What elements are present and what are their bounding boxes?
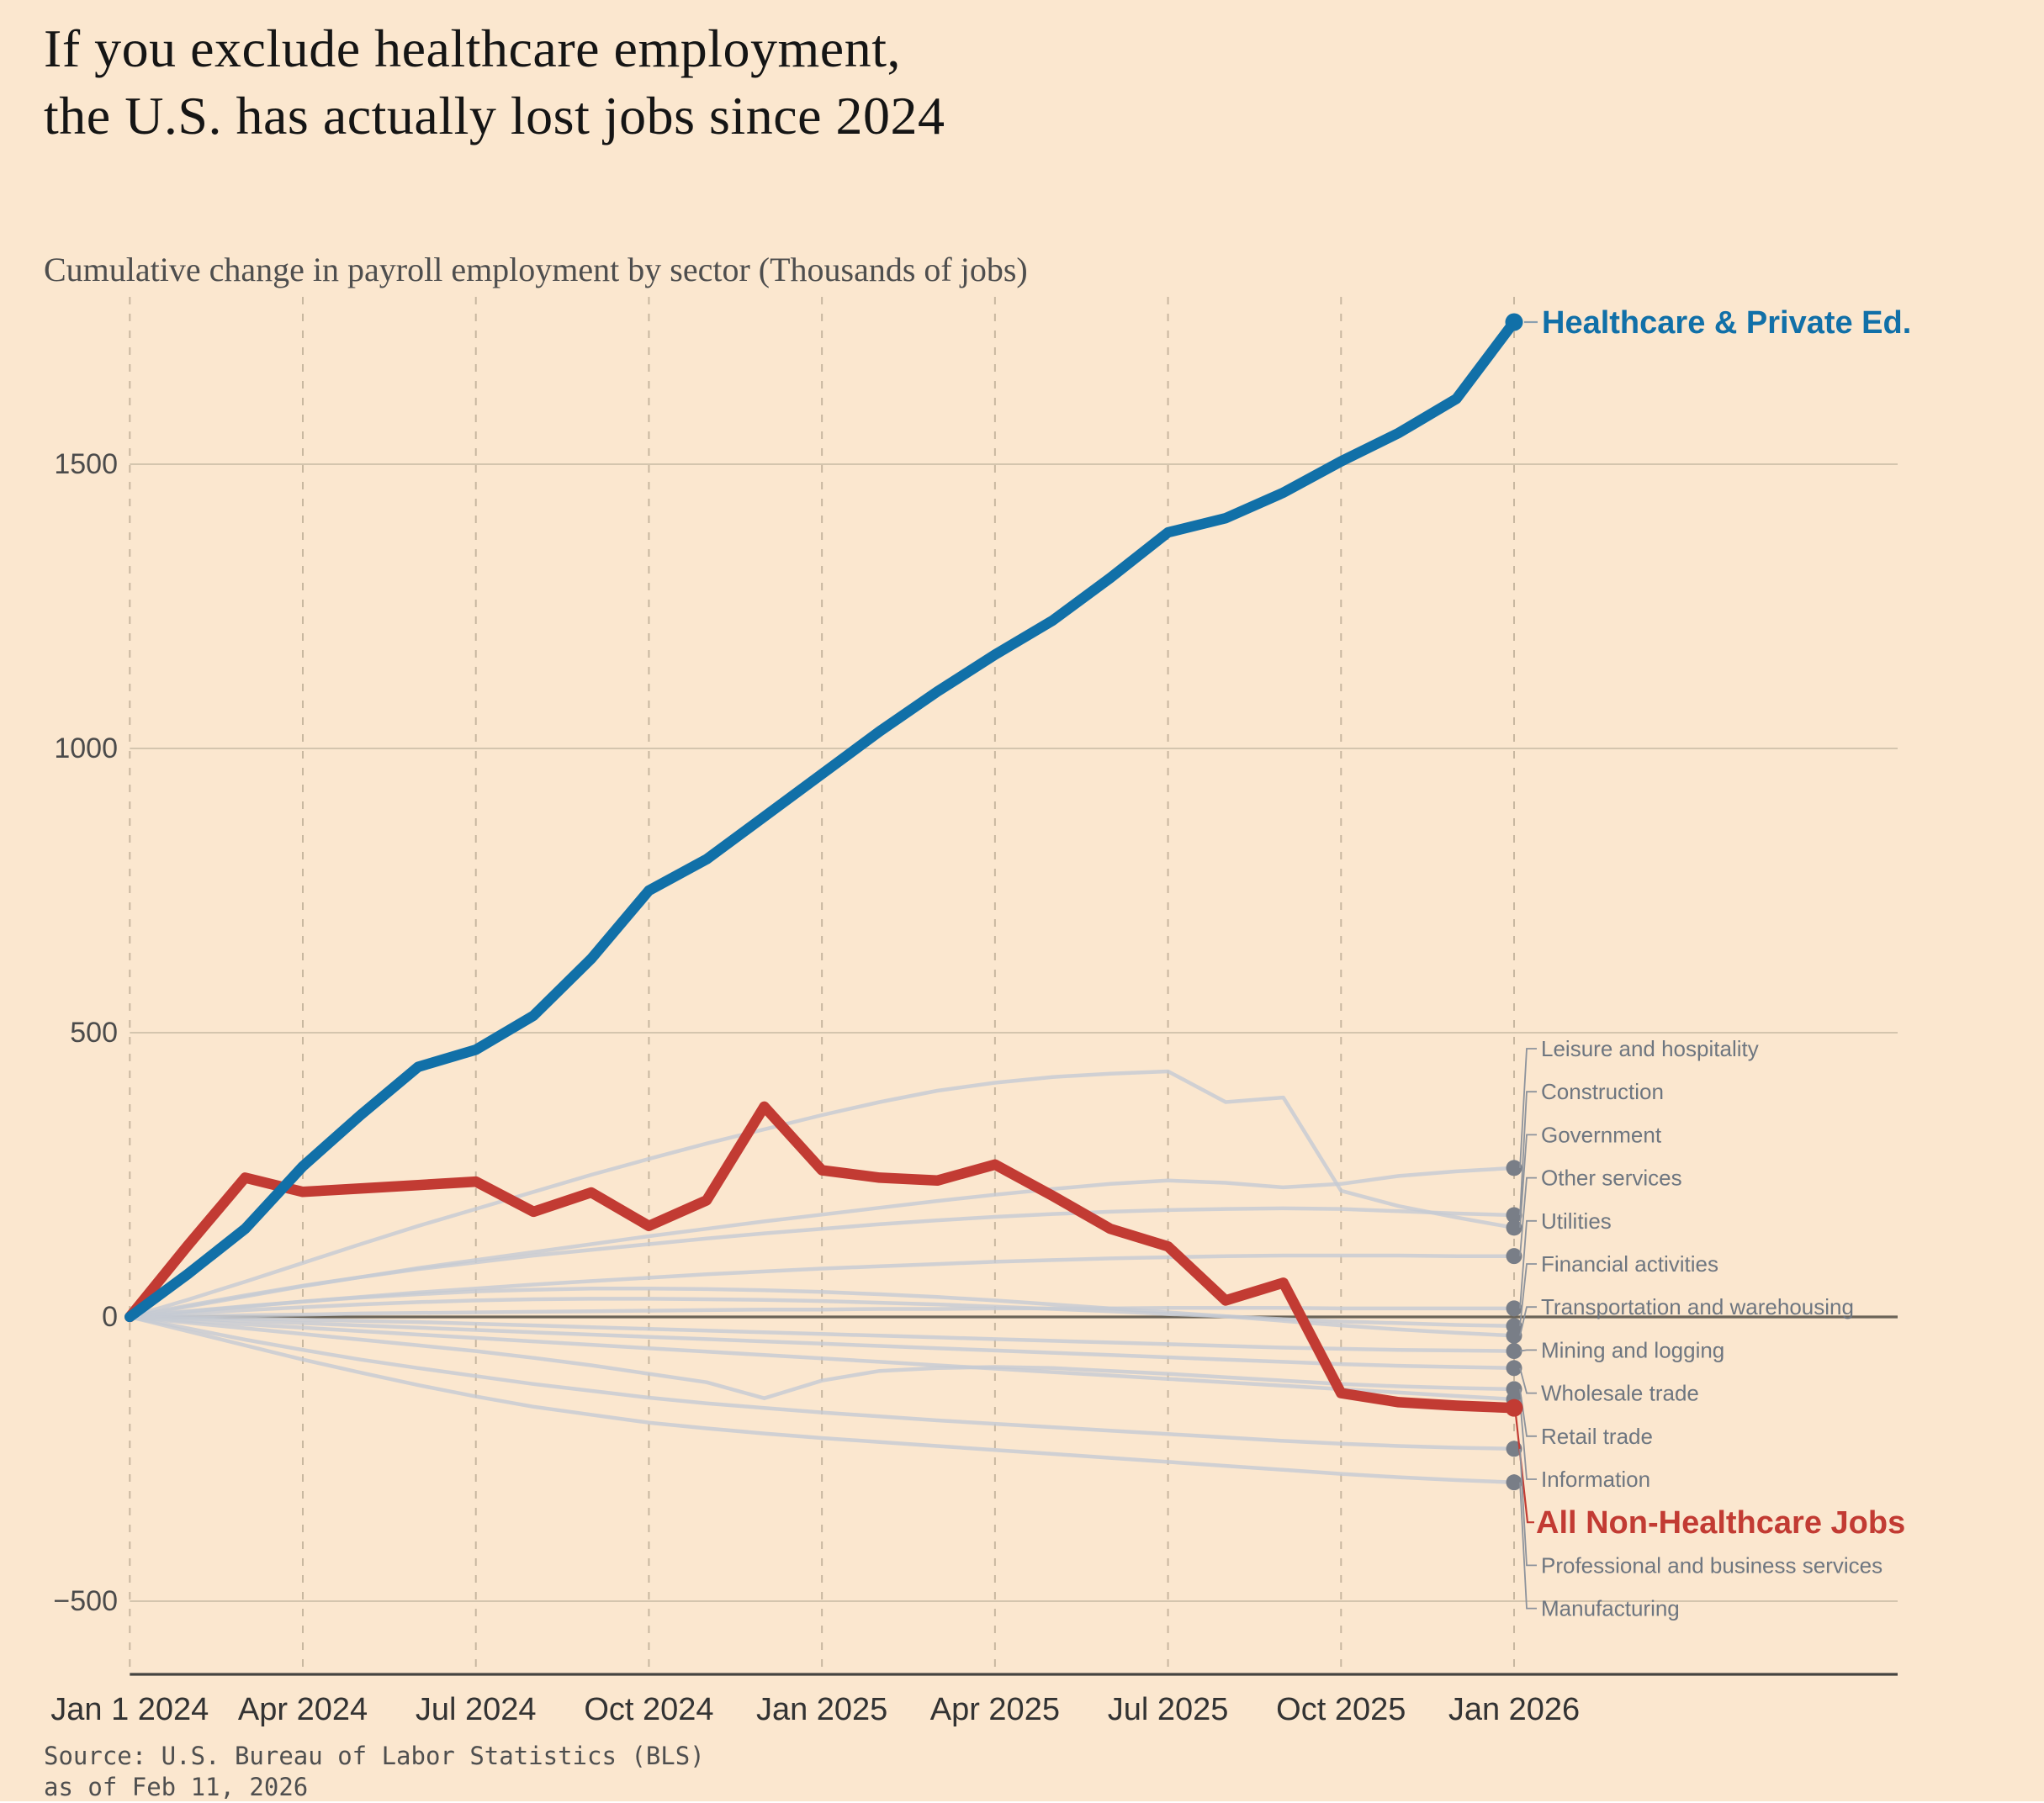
sector-label: Utilities (1541, 1208, 1612, 1234)
sector-line (129, 1069, 1515, 1319)
y-tick-label: 0 (102, 1301, 118, 1333)
label-leader (1519, 1176, 1537, 1256)
y-tick-label: 1500 (54, 448, 118, 480)
x-tick-label: Jan 2026 (1448, 1692, 1580, 1727)
label-leader (1519, 1448, 1537, 1567)
sector-label: Other services (1541, 1166, 1682, 1191)
sector-line (130, 1314, 1515, 1400)
sector-label: Information (1541, 1467, 1650, 1492)
sector-end-dot (1506, 1248, 1522, 1265)
highlight-lines (124, 313, 1523, 1417)
sector-line (129, 1314, 1515, 1484)
sector-end-dot (1506, 1474, 1522, 1491)
x-tick-label: Apr 2025 (930, 1692, 1060, 1727)
sector-line (129, 1206, 1515, 1319)
label-leader (1519, 1091, 1537, 1216)
title-line-1: If you exclude healthcare employment, (44, 19, 901, 78)
sector-labels: Leisure and hospitality Construction Gover… (1541, 1036, 1882, 1621)
non-healthcare-end-dot (1505, 1399, 1523, 1417)
sector-end-dot (1506, 1207, 1522, 1224)
sector-label: Construction (1541, 1079, 1664, 1104)
page-title: If you exclude healthcare employment, th… (44, 15, 945, 150)
label-leader (1519, 1306, 1537, 1336)
x-tick-label: Jul 2025 (1108, 1692, 1229, 1727)
sector-end-dot (1506, 1300, 1522, 1317)
label-leader (1519, 1349, 1537, 1352)
sector-label: Manufacturing (1541, 1596, 1680, 1621)
sector-line (129, 1314, 1515, 1451)
source-line-2: as of Feb 11, 2026 (44, 1773, 309, 1801)
x-tick-label: Jan 1 2024 (50, 1692, 209, 1727)
non-healthcare-series-label: All Non-Healthcare Jobs (1536, 1505, 1905, 1541)
source-note: Source: U.S. Bureau of Labor Statistics … (44, 1741, 705, 1803)
y-tick-label: 1000 (54, 732, 118, 764)
horizontal-gridlines (130, 463, 1898, 1602)
sector-label: Professional and business services (1541, 1552, 1882, 1578)
axis-tick-labels: 1500 1000 500 0 −500 Jan 1 2024 Apr 2024 Jul 20… (50, 448, 1580, 1727)
x-tick-label: Jan 2025 (756, 1692, 887, 1727)
sector-line (130, 1286, 1515, 1338)
sector-label: Transportation and warehousing (1541, 1294, 1854, 1319)
label-leader (1519, 1134, 1537, 1228)
sector-end-dot (1506, 1327, 1522, 1344)
sector-line (130, 1314, 1515, 1353)
label-leader (1519, 1263, 1537, 1326)
sector-end-dot (1506, 1360, 1522, 1377)
x-tick-label: Oct 2025 (1276, 1692, 1406, 1727)
label-leader (1519, 1367, 1537, 1394)
sector-label: Financial activities (1541, 1251, 1718, 1277)
red-label-leader (1514, 1414, 1534, 1524)
healthcare-end-dot (1505, 313, 1523, 331)
healthcare-line (124, 316, 1520, 1323)
sector-end-dot (1506, 1160, 1522, 1176)
background-sector-lines (129, 1069, 1522, 1491)
chart-subtitle: Cumulative change in payroll employment … (44, 251, 1028, 288)
sector-end-dot (1506, 1343, 1522, 1360)
label-leader-lines (1514, 320, 1538, 1610)
x-tick-label: Oct 2024 (584, 1692, 713, 1727)
sector-line (130, 1305, 1514, 1319)
y-tick-label: 500 (70, 1017, 118, 1049)
title-line-2: the U.S. has actually lost jobs since 20… (44, 86, 945, 145)
sector-end-dot (1506, 1219, 1522, 1236)
label-leader (1519, 1219, 1537, 1309)
label-leader (1519, 1399, 1537, 1480)
sector-line (130, 1314, 1515, 1402)
sector-label: Mining and logging (1541, 1337, 1724, 1362)
sector-label: Retail trade (1541, 1424, 1653, 1449)
sector-label: Government (1541, 1122, 1662, 1147)
source-line-1: Source: U.S. Bureau of Labor Statistics … (44, 1742, 705, 1770)
sector-end-dot (1506, 1441, 1522, 1457)
sector-label: Leisure and hospitality (1541, 1036, 1759, 1061)
label-leader (1519, 1482, 1537, 1610)
y-tick-label: −500 (53, 1585, 118, 1617)
x-tick-label: Apr 2024 (238, 1692, 368, 1727)
label-leader (1519, 1048, 1537, 1168)
non-healthcare-line (124, 1101, 1520, 1414)
quarterly-dashed-gridlines (129, 297, 1516, 1674)
sector-label: Wholesale trade (1541, 1381, 1699, 1406)
x-tick-label: Jul 2024 (416, 1692, 537, 1727)
sector-line (130, 1314, 1515, 1371)
healthcare-series-label: Healthcare & Private Ed. (1542, 305, 1911, 341)
